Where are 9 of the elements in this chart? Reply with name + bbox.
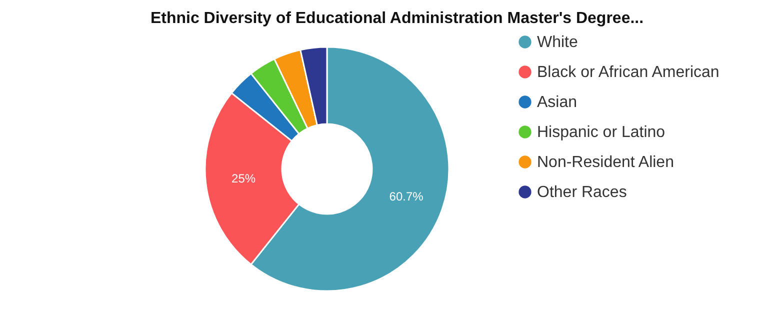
legend-label: Asian [537, 94, 578, 111]
legend-label: Other Races [537, 184, 627, 201]
data-label: 60.7% [389, 190, 424, 204]
data-label: 25% [232, 171, 256, 186]
legend-label: Hispanic or Latino [537, 124, 666, 141]
chart-title: Ethnic Diversity of Educational Administration Master's Degree... [150, 10, 644, 27]
legend-label: Non-Resident Alien [537, 154, 674, 171]
legend-label: White [537, 34, 578, 51]
legend-label: Black or African American [537, 64, 720, 81]
